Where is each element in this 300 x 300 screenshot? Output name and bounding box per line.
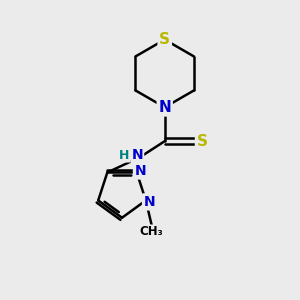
Text: S: S xyxy=(196,134,208,149)
Text: N: N xyxy=(158,100,171,115)
Text: N: N xyxy=(134,164,146,178)
Text: CH₃: CH₃ xyxy=(140,225,164,239)
Text: N: N xyxy=(144,195,155,209)
Text: N: N xyxy=(131,148,143,162)
Text: S: S xyxy=(159,32,170,47)
Text: H: H xyxy=(119,148,130,161)
